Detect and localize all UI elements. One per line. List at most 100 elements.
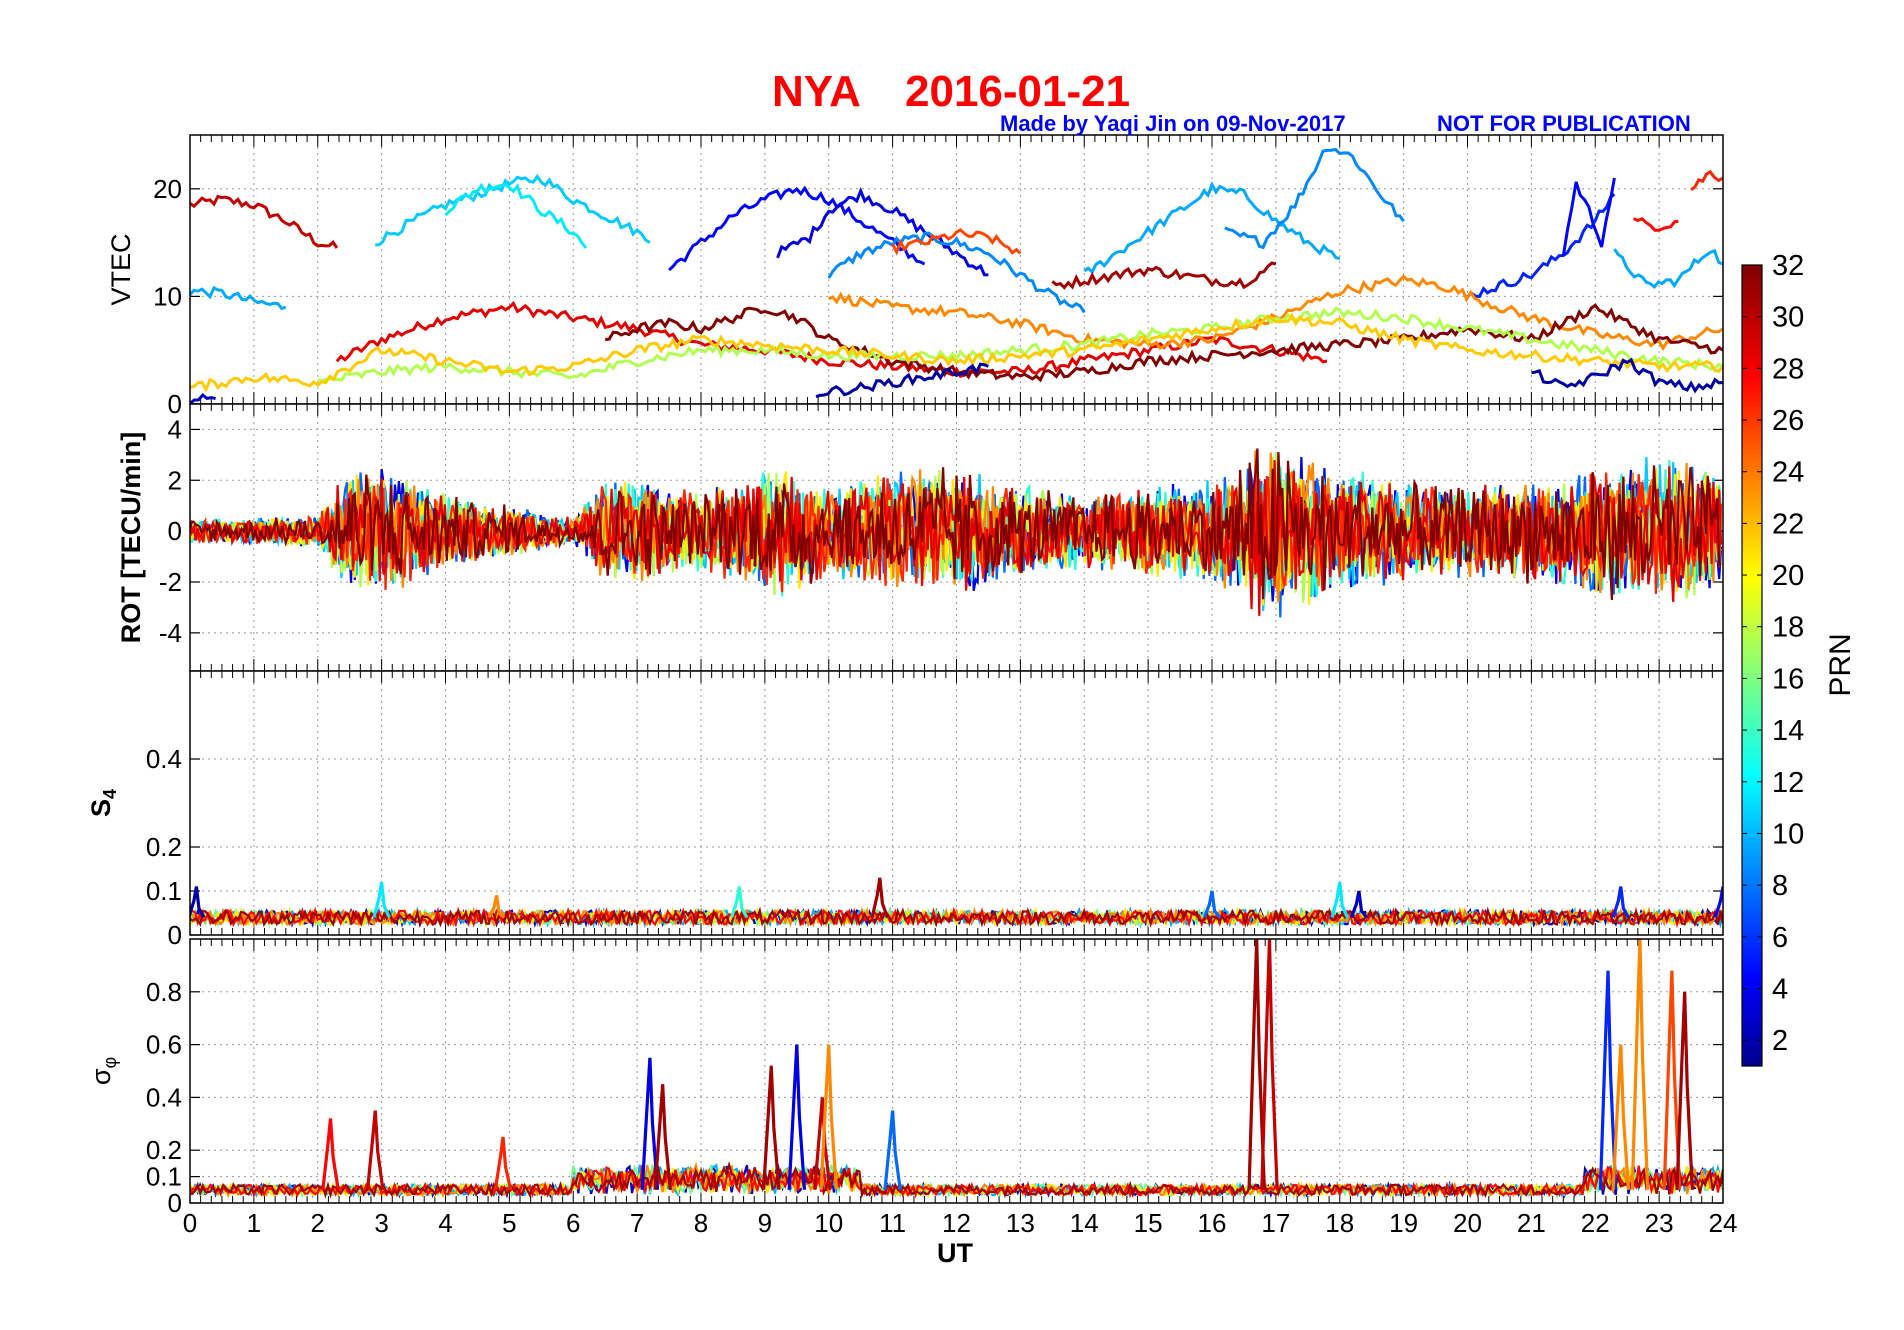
y-tick-label: -2: [159, 567, 182, 597]
vtec-series-line: [190, 285, 287, 311]
x-axis-label: UT: [937, 1238, 973, 1268]
x-tick-label: 5: [502, 1208, 516, 1238]
vtec-series-line: [605, 303, 1723, 383]
vtec-series-line: [815, 362, 989, 399]
sigma_phi-spike: [787, 1044, 807, 1190]
y-axis-label: VTEC: [106, 233, 136, 305]
s4-spike: [730, 886, 749, 919]
y-tick-label: 0: [168, 920, 182, 950]
vtec-series-line: [317, 306, 1723, 383]
sigma_phi-spike: [1662, 970, 1682, 1190]
vtec-series-line: [1083, 181, 1341, 275]
sigma_phi-series-line: [190, 1161, 1723, 1199]
colorbar-tick-label: 30: [1772, 302, 1804, 334]
credit-text: Made by Yaqi Jin on 09-Nov-2017: [1000, 111, 1346, 136]
colorbar-gradient: [1741, 264, 1763, 1067]
y-tick-label: 0: [168, 516, 182, 546]
y-tick-label: 0.2: [146, 1135, 182, 1165]
x-tick-label: 20: [1453, 1208, 1482, 1238]
x-tick-label: 14: [1070, 1208, 1099, 1238]
plot-frame: [189, 670, 1724, 936]
colorbar-tick-label: 10: [1772, 818, 1804, 850]
s4-spike: [487, 895, 506, 919]
x-tick-label: 9: [758, 1208, 772, 1238]
x-tick-label: 2: [311, 1208, 325, 1238]
sigma_phi-spike: [653, 1084, 672, 1190]
y-axis-label: σφ: [86, 1057, 120, 1085]
y-tick-label: 0.8: [146, 977, 182, 1007]
y-axis-label: S4: [86, 789, 120, 817]
vtec-series-line: [1561, 177, 1616, 257]
sigma_phi-spike: [365, 1110, 385, 1191]
x-tick-label: 7: [630, 1208, 644, 1238]
y-tick-label: 0.2: [146, 832, 182, 862]
colorbar-tick-label: 12: [1772, 767, 1804, 799]
x-tick-label: 11: [879, 1208, 906, 1238]
sigma_phi-spike: [1611, 1044, 1631, 1190]
sigma_phi-spike: [1630, 939, 1650, 1190]
s4-series-line: [190, 906, 1723, 929]
x-tick-label: 4: [438, 1208, 452, 1238]
colorbar-tick-label: 32: [1772, 250, 1804, 282]
s4-spike: [1611, 886, 1630, 919]
colorbar-tick-label: 18: [1772, 612, 1804, 644]
vtec-series-line: [444, 182, 588, 249]
colorbar-tick-label: 4: [1772, 973, 1788, 1005]
vtec-series-line: [1051, 261, 1277, 290]
vtec-series-line: [375, 173, 651, 247]
colorbar-tick-label: 8: [1772, 870, 1788, 902]
colorbar-tick-label: 2: [1772, 1025, 1788, 1057]
vtec-series-line: [1531, 357, 1723, 394]
colorbar-tick-label: 14: [1772, 715, 1804, 747]
s4-spike: [1330, 881, 1349, 919]
y-tick-label: 0.1: [146, 1162, 182, 1192]
sigma_phi-spike: [1247, 939, 1266, 1190]
y-tick-label: 0: [168, 1188, 182, 1218]
vtec-series-line: [668, 185, 926, 272]
x-tick-label: 16: [1198, 1208, 1227, 1238]
x-tick-label: 22: [1581, 1208, 1610, 1238]
sigma_phi-spike: [819, 1044, 839, 1190]
vtec-series-line: [891, 228, 1022, 256]
y-tick-label: 0: [168, 389, 182, 419]
colorbar-tick-label: 22: [1772, 508, 1804, 540]
y-tick-label: 0.6: [146, 1030, 182, 1060]
sigma_phi-spike: [1260, 939, 1279, 1190]
vtec-series-line: [1690, 169, 1723, 191]
vtec-series-line: [1224, 147, 1405, 250]
sigma_phi-spike: [640, 1057, 660, 1190]
chart-title-station: NYA: [772, 67, 861, 116]
x-tick-label: 1: [247, 1208, 261, 1238]
sigma_phi-spike: [321, 1118, 340, 1191]
y-tick-label: 0.1: [146, 876, 182, 906]
panel-vtec: 0 10 20 VTEC: [106, 134, 1724, 419]
sigma_phi-spike: [493, 1136, 513, 1191]
x-tick-label: 13: [1006, 1208, 1035, 1238]
sigma_phi-spike: [883, 1110, 902, 1191]
colorbar-tick-label: 28: [1772, 353, 1804, 385]
s4-spike: [190, 886, 206, 919]
y-tick-label: -4: [159, 618, 182, 648]
x-tick-label: 23: [1645, 1208, 1674, 1238]
x-tick-label: 6: [566, 1208, 580, 1238]
y-tick-label: 10: [153, 281, 182, 311]
sigma_phi-spike: [762, 1065, 781, 1190]
panel-s4: 0 0.1 0.2 0.4 S4: [86, 670, 1724, 950]
x-tick-label: 19: [1389, 1208, 1418, 1238]
x-tick-label: 24: [1709, 1208, 1738, 1238]
sigma_phi-spike: [1675, 991, 1694, 1190]
vtec-series-line: [776, 186, 989, 277]
sigma_phi-spike: [1598, 970, 1618, 1190]
vtec-series-line: [1633, 217, 1679, 232]
s4-spike: [870, 877, 890, 918]
s4-spike: [1713, 886, 1723, 918]
s4-spike: [1202, 890, 1221, 919]
sigma_phi-spike: [813, 1097, 832, 1190]
vtec-series-line: [1613, 248, 1723, 290]
vtec-series-line: [1466, 193, 1616, 299]
x-tick-label: 3: [374, 1208, 388, 1238]
x-tick-label: 17: [1261, 1208, 1290, 1238]
y-axis-label: ROT [TECU/min]: [116, 432, 146, 643]
